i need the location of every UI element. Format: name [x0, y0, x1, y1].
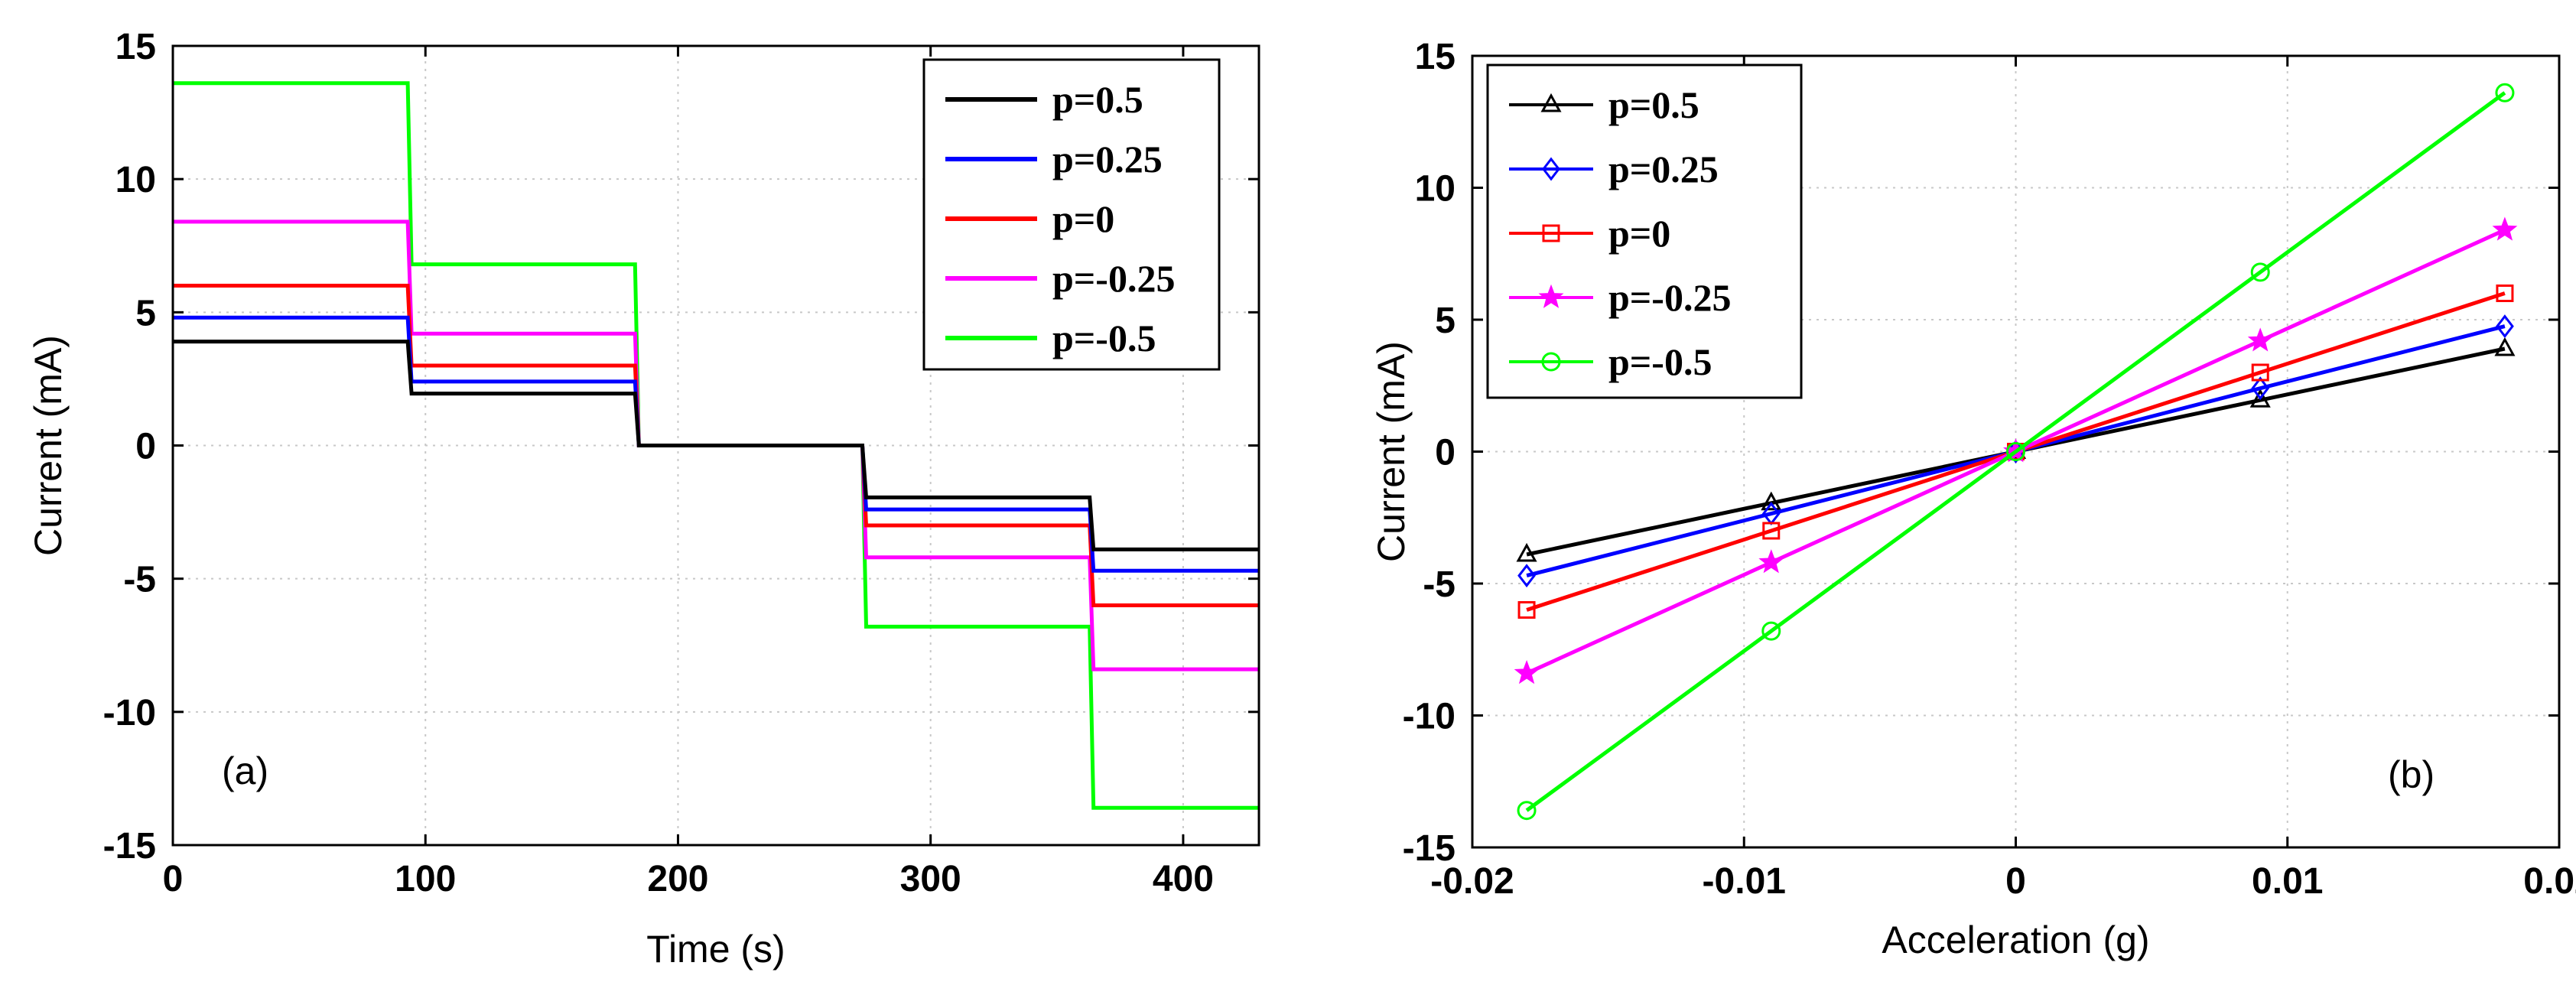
data-point-p=-0.5 [2250, 262, 2270, 282]
legend-marker [1538, 284, 1564, 308]
legend-label: p=0.5 [1608, 83, 1699, 126]
data-point-p=-0.5 [2495, 83, 2515, 102]
x-tick-label: 0 [163, 859, 184, 899]
y-tick-label: 5 [135, 293, 156, 333]
data-point-p=0.25 [2496, 314, 2514, 339]
x-tick-label: -0.01 [1703, 861, 1786, 902]
data-point-p=0.5 [2249, 389, 2271, 408]
data-point-p=0 [1762, 522, 1781, 540]
legend: p=0.5 p=0.25 p=0 p=-0.25 p=-0.5 [922, 58, 1221, 371]
chart-a: 0 100 200 300 400 15 10 5 0 -5 -10 -15 Time (s) Curre… [27, 27, 1260, 971]
y-tick-label: 10 [115, 160, 156, 200]
data-point-p=0.5 [2494, 337, 2516, 356]
legend-label: p=-0.25 [1052, 257, 1175, 300]
data-point-p=-0.5 [2006, 442, 2025, 461]
legend-marker [1541, 352, 1561, 372]
y-tick-label: -10 [1403, 697, 1456, 737]
legend-box [1486, 63, 1803, 399]
data-point-p=0.5 [1761, 491, 1782, 511]
x-tick-label: 400 [1153, 859, 1214, 899]
legend-label: p=0.25 [1608, 148, 1719, 190]
x-axis-label: Acceleration (g) [1882, 919, 2149, 961]
legend-label: p=-0.25 [1608, 276, 1731, 319]
series-line-p=0.5 [173, 340, 1259, 551]
y-tick-label: 10 [1415, 169, 1456, 210]
legend-box [922, 58, 1221, 371]
data-point-p=-0.25 [1514, 660, 1540, 684]
y-tick-label: -15 [1403, 828, 1456, 869]
x-tick-label: 300 [900, 859, 961, 899]
legend: p=0.5 p=0.25 p=0 p=-0.25 p=-0.5 [1486, 63, 1803, 399]
data-point-p=0 [2251, 363, 2269, 382]
data-point-p=0.25 [2251, 376, 2270, 401]
legend-label: p=0 [1608, 212, 1670, 255]
x-axis-label: Time (s) [646, 928, 785, 971]
data-point-p=-0.5 [1517, 801, 1537, 821]
data-point-p=0.25 [1517, 564, 1536, 588]
data-point-p=-0.25 [2492, 216, 2518, 241]
legend-marker [1542, 224, 1560, 242]
y-tick-label: -5 [123, 560, 156, 600]
series-line-p=-0.5 [1525, 91, 2506, 812]
legend-marker [1540, 93, 1562, 112]
y-tick-label: 0 [135, 427, 156, 467]
panel-label: (a) [222, 750, 268, 792]
data-point-p=0 [1517, 601, 1536, 619]
y-tick-label: 15 [115, 27, 156, 67]
data-point-p=-0.25 [2247, 327, 2273, 352]
legend-label: p=0.5 [1052, 78, 1143, 121]
x-tick-label: 200 [647, 859, 708, 899]
y-tick-label: -10 [103, 693, 156, 733]
y-tick-label: 15 [1415, 37, 1456, 77]
x-tick-label: 100 [395, 859, 456, 899]
x-tick-label: 0.02 [2523, 861, 2576, 902]
x-tick-label: 0 [2005, 861, 2026, 902]
data-point-p=0 [2496, 285, 2514, 302]
legend-label: p=0 [1052, 197, 1114, 240]
y-axis-label: Current (mA) [27, 335, 70, 556]
x-tick-label: -0.02 [1430, 861, 1514, 902]
data-point-p=-0.5 [1761, 621, 1781, 641]
data-point-p=-0.25 [1758, 549, 1784, 574]
y-tick-label: 5 [1435, 301, 1456, 341]
x-tick-label: 0.01 [2252, 861, 2323, 902]
y-tick-label: 0 [1435, 433, 1456, 473]
legend-label: p=-0.5 [1608, 340, 1712, 383]
legend-label: p=-0.5 [1052, 317, 1156, 359]
y-tick-label: -5 [1423, 564, 1456, 605]
y-axis-label: Current (mA) [1370, 341, 1413, 562]
legend-label: p=0.25 [1052, 138, 1163, 180]
legend-marker [1542, 157, 1560, 181]
data-point-p=0.5 [1516, 542, 1537, 562]
chart-b: -0.02 -0.01 0 0.01 0.02 15 10 5 0 -5 -10 -15 Acceler… [1370, 37, 2576, 961]
y-tick-label: -15 [103, 826, 156, 867]
panel-label: (b) [2388, 753, 2435, 796]
